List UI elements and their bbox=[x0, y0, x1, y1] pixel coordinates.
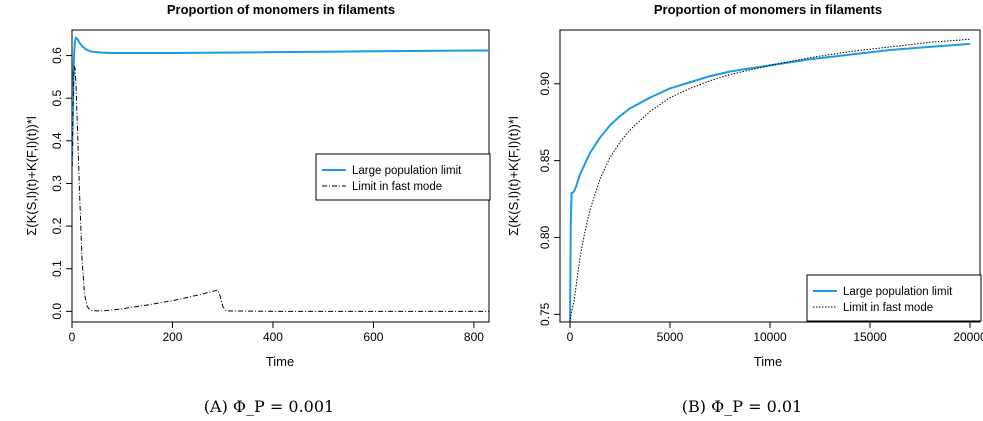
x-tick-label: 5000 bbox=[657, 330, 684, 344]
chart-panel-b: Proportion of monomers in filaments 0 500… bbox=[506, 2, 983, 416]
x-tick-label: 200 bbox=[162, 330, 182, 344]
y-tick-label: 0.6 bbox=[50, 47, 64, 64]
series-lines bbox=[72, 36, 489, 312]
y-tick-label: 0.3 bbox=[50, 175, 64, 192]
x-tick-label: 15000 bbox=[853, 330, 887, 344]
legend: Large population limit Limit in fast mod… bbox=[806, 274, 982, 322]
y-tick-label: 0.90 bbox=[538, 72, 552, 96]
x-tick-label: 10000 bbox=[753, 330, 787, 344]
y-tick-label: 0.5 bbox=[50, 90, 64, 107]
chart-title: Proportion of monomers in filaments bbox=[167, 2, 395, 17]
caption-a-text: (A) Φ_P = 0.001 bbox=[204, 397, 334, 416]
x-tick-label: 600 bbox=[363, 330, 383, 344]
chart-title: Proportion of monomers in filaments bbox=[654, 2, 882, 17]
legend-label-fast-mode: Limit in fast mode bbox=[352, 181, 442, 193]
x-tick-label: 800 bbox=[464, 330, 484, 344]
legend-box bbox=[806, 274, 982, 322]
x-axis: 0 200 400 600 800 bbox=[69, 322, 484, 344]
x-tick-label: 400 bbox=[263, 330, 283, 344]
caption-a: (A) Φ_P = 0.001 bbox=[204, 397, 334, 416]
legend-label-fast-mode: Limit in fast mode bbox=[843, 302, 933, 314]
x-axis-label: Time bbox=[754, 354, 782, 369]
x-axis-label: Time bbox=[266, 354, 294, 369]
series-line-limit-in-fast-mode bbox=[569, 38, 971, 322]
y-tick-label: 0.0 bbox=[50, 303, 64, 320]
legend-label-large-population: Large population limit bbox=[843, 286, 953, 298]
y-tick-label: 0.4 bbox=[50, 132, 64, 149]
chart-panel-a: Proportion of monomers in filaments 0 200… bbox=[24, 2, 491, 416]
caption-b: (B) Φ_P = 0.01 bbox=[682, 397, 802, 416]
y-axis-label: Σ(K(S,l)(t)+K(F,l)(t))*l bbox=[506, 116, 521, 236]
legend: Large population limit Limit in fast mod… bbox=[315, 153, 491, 201]
series-line-large-population-limit bbox=[569, 42, 971, 322]
legend-box bbox=[315, 153, 491, 201]
y-axis: 0.0 0.1 0.2 0.3 0.4 0.5 0.6 bbox=[50, 47, 72, 320]
y-tick-label: 0.75 bbox=[538, 302, 552, 326]
y-axis-label: Σ(K(S,l)(t)+K(F,l)(t))*l bbox=[24, 116, 39, 236]
y-axis: 0.75 0.80 0.85 0.90 bbox=[538, 72, 560, 326]
series-line-limit-in-fast-mode bbox=[72, 65, 489, 312]
x-tick-label: 0 bbox=[69, 330, 76, 344]
y-tick-label: 0.1 bbox=[50, 260, 64, 277]
y-tick-label: 0.85 bbox=[538, 149, 552, 173]
y-tick-label: 0.2 bbox=[50, 217, 64, 234]
caption-b-text: (B) Φ_P = 0.01 bbox=[682, 397, 802, 416]
series-lines bbox=[569, 38, 971, 322]
y-tick-label: 0.80 bbox=[538, 225, 552, 249]
legend-label-large-population: Large population limit bbox=[352, 165, 462, 177]
x-tick-label: 0 bbox=[567, 330, 574, 344]
series-line-large-population-limit bbox=[72, 36, 489, 167]
